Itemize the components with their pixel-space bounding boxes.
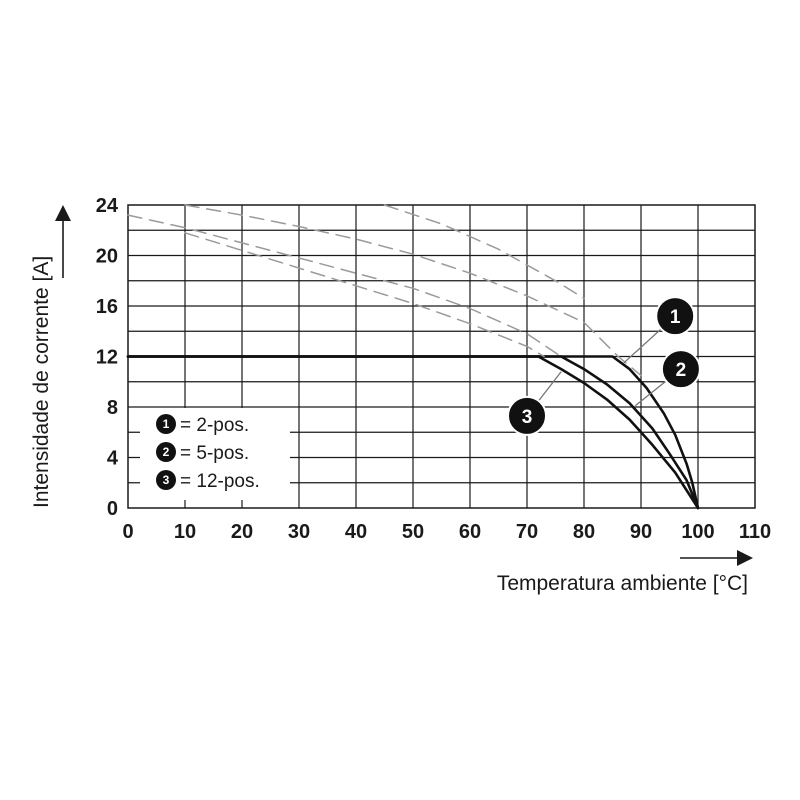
series-markers: 1 2 3 <box>507 296 701 436</box>
y-axis-title: Intensidade de corrente [A] <box>30 205 71 508</box>
x-axis-title: Temperatura ambiente [°C] <box>497 550 753 595</box>
legend-number-badge <box>156 442 176 462</box>
y-tick-label: 20 <box>96 246 118 268</box>
x-tick-label: 100 <box>681 521 714 543</box>
series-marker-label: 1 <box>670 307 681 328</box>
y-tick-label: 16 <box>96 296 118 318</box>
legend: 1 = 2-pos. 2 = 5-pos. 3 = 12-pos. <box>140 408 290 500</box>
x-tick-label: 10 <box>174 521 196 543</box>
x-tick-label: 30 <box>288 521 310 543</box>
y-tick-label: 0 <box>107 498 118 520</box>
x-tick-label: 20 <box>231 521 253 543</box>
x-axis-label: Temperatura ambiente [°C] <box>497 572 748 595</box>
series-marker-label: 3 <box>522 407 533 428</box>
series-marker-badge <box>660 349 701 390</box>
y-tick-label: 8 <box>107 397 118 419</box>
x-tick-label: 60 <box>459 521 481 543</box>
legend-label: = 2-pos. <box>180 415 249 436</box>
x-tick-label: 40 <box>345 521 367 543</box>
legend-number: 3 <box>163 473 170 487</box>
series-layer <box>126 204 700 510</box>
series-line-2-extension <box>127 214 562 358</box>
y-tick-labels: 0 4 8 12 16 20 24 <box>96 195 119 520</box>
series-marker-badge <box>655 296 696 337</box>
legend-label: = 5-pos. <box>180 443 249 464</box>
series-line-1 <box>126 355 700 510</box>
x-tick-label: 110 <box>739 521 771 543</box>
y-tick-label: 12 <box>96 347 118 369</box>
x-tick-label: 70 <box>516 521 538 543</box>
legend-number-badge <box>156 470 176 490</box>
legend-label: = 12-pos. <box>180 471 260 492</box>
series-marker-label: 2 <box>676 360 687 381</box>
series-line-3-extension <box>184 232 545 358</box>
series-line-3 <box>126 355 700 510</box>
legend-number-badge <box>156 414 176 434</box>
series-marker-badge <box>507 395 547 436</box>
x-tick-label: 50 <box>402 521 424 543</box>
x-tick-labels: 0 10 20 30 40 50 60 70 80 90 100 110 <box>122 521 771 543</box>
y-axis-label: Intensidade de corrente [A] <box>30 256 53 508</box>
legend-number: 2 <box>163 445 170 459</box>
x-tick-label: 90 <box>630 521 652 543</box>
y-tick-label: 4 <box>107 448 119 470</box>
series-line-1-upper <box>383 204 585 300</box>
legend-number: 1 <box>163 417 170 431</box>
x-tick-label: 80 <box>573 521 595 543</box>
y-tick-label: 24 <box>96 195 119 217</box>
x-tick-label: 0 <box>122 521 133 543</box>
series-line-1-extension <box>184 204 642 377</box>
